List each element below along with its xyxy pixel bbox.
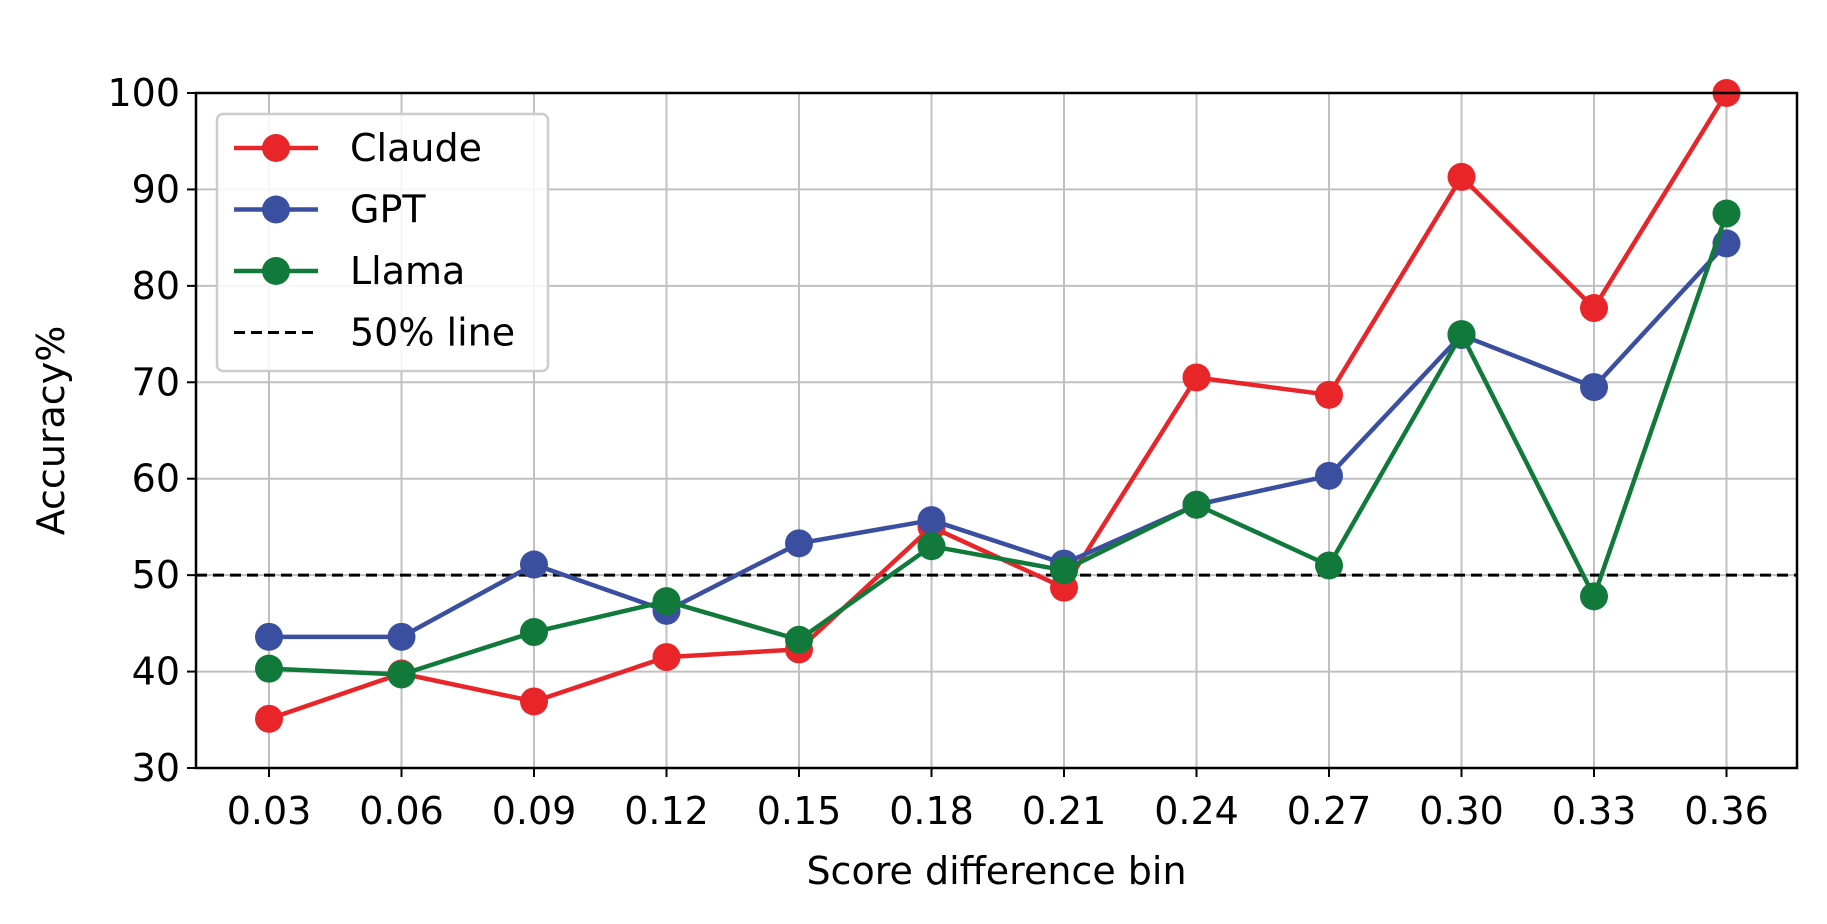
y-tick-label: 60 [132, 457, 180, 501]
data-point [1182, 490, 1211, 519]
x-axis-title: Score difference bin [806, 849, 1186, 893]
legend: Claude GPT Llama 50% line [215, 112, 550, 373]
data-point [1447, 162, 1476, 191]
data-point [917, 506, 946, 535]
legend-marker [262, 195, 290, 224]
data-point [1315, 551, 1343, 580]
legend-item: GPT [234, 188, 426, 232]
data-point [387, 660, 416, 689]
x-tick-label: 0.18 [889, 789, 974, 833]
data-point [1182, 363, 1211, 392]
data-point [1712, 199, 1741, 228]
data-point [255, 622, 283, 651]
data-point [652, 643, 681, 672]
data-point [255, 654, 283, 683]
data-point [785, 529, 813, 558]
x-tick-label: 0.15 [757, 789, 842, 833]
series-layer [255, 79, 1741, 733]
plot-frame [194, 91, 1799, 770]
data-point [520, 618, 548, 647]
legend-label: Llama [350, 249, 465, 293]
legend-label: 50% line [350, 311, 515, 355]
legend-marker [262, 134, 290, 162]
data-point [785, 625, 813, 654]
data-point [1315, 461, 1343, 490]
x-tick-label: 0.36 [1684, 789, 1769, 833]
legend-item: Llama [234, 249, 465, 293]
x-tick-label: 0.12 [624, 789, 709, 833]
legend-box [215, 112, 550, 373]
legend-marker [262, 257, 290, 285]
x-tick-label: 0.06 [359, 789, 444, 833]
data-point [520, 687, 548, 716]
x-tick-label: 0.09 [492, 789, 577, 833]
data-point [1580, 294, 1608, 323]
legend-label: Claude [350, 126, 482, 170]
data-point [1050, 556, 1078, 585]
series-llama [255, 199, 1741, 689]
x-tick-label: 0.33 [1552, 789, 1637, 833]
x-tick-label: 0.30 [1419, 789, 1504, 833]
y-tick-label: 80 [132, 264, 180, 308]
data-point [255, 704, 283, 733]
y-tick-label: 90 [132, 167, 180, 211]
x-tick-label: 0.03 [227, 789, 312, 833]
y-tick-label: 30 [132, 746, 180, 790]
data-point [652, 587, 681, 616]
x-tick-label: 0.24 [1154, 789, 1239, 833]
data-point [917, 532, 946, 561]
data-point [387, 622, 416, 651]
y-tick-label: 70 [132, 360, 180, 404]
x-axis-ticks: 0.03 0.06 0.09 0.12 0.15 0.18 0.21 0.24 0.27 0.30… [227, 768, 1769, 833]
series-line [269, 241, 1729, 640]
y-tick-label: 40 [132, 650, 180, 694]
y-axis-ticks: 30 40 50 60 70 80 90 100 [107, 71, 196, 790]
data-point [1580, 582, 1608, 611]
legend-item: 50% line [234, 311, 515, 355]
data-point [1447, 320, 1476, 349]
data-point [1315, 380, 1343, 409]
y-tick-label: 100 [107, 71, 180, 115]
legend-label: GPT [350, 188, 426, 232]
series-line [268, 212, 1729, 677]
data-point [520, 550, 548, 579]
x-tick-label: 0.27 [1287, 789, 1372, 833]
x-tick-label: 0.21 [1022, 789, 1107, 833]
data-point [1580, 373, 1608, 402]
y-axis-title: Accuracy% [29, 326, 73, 536]
y-tick-label: 50 [132, 553, 180, 597]
legend-item: Claude [234, 126, 482, 170]
